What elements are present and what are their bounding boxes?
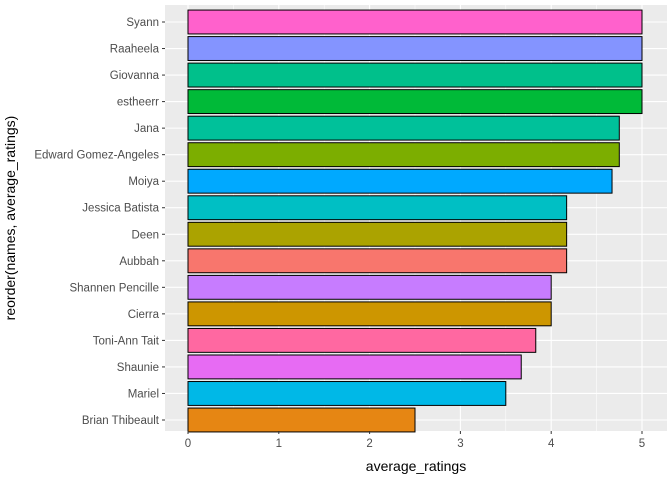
- y-tick-label: Edward Gomez-Angeles: [34, 150, 159, 162]
- y-tick-label: Shaunie: [117, 362, 159, 374]
- y-tick-label: Giovanna: [110, 70, 160, 82]
- y-tick-label: Shannen Pencille: [69, 282, 159, 294]
- y-tick-label: Cierra: [128, 309, 160, 321]
- y-tick-label: Mariel: [128, 388, 159, 400]
- bar: [187, 381, 507, 406]
- bar: [187, 274, 552, 300]
- y-tick-label: Aubbah: [119, 256, 159, 268]
- bars: [187, 9, 643, 433]
- bar: [187, 221, 568, 247]
- bar: [187, 115, 620, 141]
- y-tick-label: Jessica Batista: [82, 203, 159, 215]
- bar: [187, 62, 643, 88]
- y-tick-label: Jana: [134, 123, 160, 135]
- y-tick-label: Toni-Ann Tait: [93, 335, 160, 347]
- bar: [187, 301, 552, 327]
- bar: [187, 354, 522, 380]
- bar: [187, 407, 416, 433]
- x-tick-label: 0: [185, 438, 191, 450]
- bar: [187, 195, 568, 221]
- bar: [187, 327, 537, 353]
- x-tick-label: 1: [276, 438, 282, 450]
- bar: [187, 142, 620, 168]
- y-tick-label: Deen: [132, 229, 160, 241]
- y-tick-label: Moiya: [128, 176, 159, 188]
- y-tick-label: Raaheela: [110, 44, 160, 56]
- x-tick-label: 2: [366, 438, 372, 450]
- y-tick-label: Syann: [126, 17, 159, 29]
- y-tick-label: Brian Thibeault: [82, 415, 160, 427]
- x-tick-label: 5: [639, 438, 645, 450]
- bar: [187, 9, 643, 35]
- x-tick-label: 3: [457, 438, 463, 450]
- y-tick-label: estheerr: [117, 97, 159, 109]
- bar: [187, 248, 568, 274]
- x-tick-label: 4: [548, 438, 555, 450]
- y-axis-title: reorder(names, average_ratings): [2, 116, 18, 321]
- bar: [187, 89, 643, 115]
- x-axis: 0 1 2 3 4 5: [185, 431, 645, 450]
- x-axis-title: average_ratings: [366, 458, 466, 474]
- bar: [187, 36, 643, 61]
- y-axis: Syann Raaheela Giovanna estheerr Jana Edward …: [34, 17, 165, 427]
- bar: [187, 168, 613, 194]
